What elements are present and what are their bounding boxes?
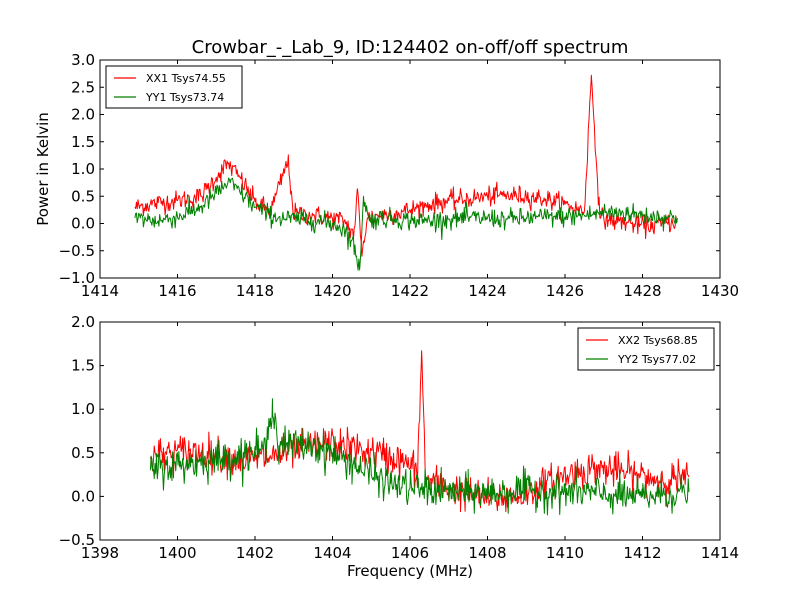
top-x-tick-label: 1422 [391,282,429,300]
bottom-y-tick-label: 0.0 [71,487,95,505]
bottom-x-tick-label: 1402 [236,544,274,562]
top-y-tick-label: 1.5 [71,133,95,151]
top-y-ticks: −1.0 −0.5 0.0 0.5 1.0 1.5 2.0 2.5 3.0 [59,51,720,287]
bottom-legend-label: XX2 Tsys68.85 [618,334,698,347]
top-x-tick-label: 1426 [546,282,584,300]
top-legend-label: XX1 Tsys74.55 [146,72,226,85]
bottom-y-tick-label: 1.5 [71,357,95,375]
top-x-tick-label: 1418 [236,282,274,300]
top-x-tick-label: 1414 [81,282,119,300]
top-legend-box [105,65,243,109]
top-y-tick-label: −0.5 [59,242,95,260]
bottom-x-tick-label: 1410 [546,544,584,562]
top-y-tick-label: 2.5 [71,78,95,96]
top-y-tick-label: 2.0 [71,106,95,124]
bottom-y-ticks: −0.5 0.0 0.5 1.0 1.5 2.0 [59,313,720,549]
bottom-panel: 1398 1400 1402 1404 1406 1408 1410 1412 1414 −0.… [59,313,740,562]
top-y-tick-label: 0.5 [71,187,95,205]
bottom-y-tick-label: 1.0 [71,400,95,418]
bottom-series-group [149,350,690,516]
bottom-x-tick-label: 1406 [391,544,429,562]
top-x-tick-label: 1430 [701,282,739,300]
bottom-x-tick-label: 1404 [313,544,351,562]
top-legend: XX1 Tsys74.55 YY1 Tsys73.74 [105,65,243,109]
bottom-legend-label: YY2 Tsys77.02 [617,353,696,366]
top-series-line-1 [134,177,678,271]
bottom-x-tick-label: 1400 [158,544,196,562]
top-x-ticks: 1414 1416 1418 1420 1422 1424 1426 1428 1430 [81,60,739,300]
top-legend-label: YY1 Tsys73.74 [145,91,224,104]
bottom-legend: XX2 Tsys68.85 YY2 Tsys77.02 [577,327,715,371]
top-x-tick-label: 1416 [158,282,196,300]
bottom-x-tick-label: 1412 [623,544,661,562]
bottom-legend-box [577,327,715,371]
top-x-tick-label: 1424 [468,282,506,300]
x-axis-label: Frequency (MHz) [347,562,473,580]
y-axis-label: Power in Kelvin [34,112,52,226]
top-series-group [134,74,678,271]
bottom-y-tick-label: −0.5 [59,531,95,549]
top-panel: 1414 1416 1418 1420 1422 1424 1426 1428 1430 −1.… [59,51,740,300]
top-x-tick-label: 1420 [313,282,351,300]
bottom-series-line-1 [149,398,690,516]
bottom-y-tick-label: 2.0 [71,313,95,331]
top-series-line-0 [134,74,678,257]
top-y-tick-label: 3.0 [71,51,95,69]
bottom-y-tick-label: 0.5 [71,444,95,462]
top-y-tick-label: 0.0 [71,215,95,233]
bottom-x-tick-label: 1414 [701,544,739,562]
bottom-x-ticks: 1398 1400 1402 1404 1406 1408 1410 1412 1414 [81,322,739,562]
top-y-tick-label: −1.0 [59,269,95,287]
top-y-tick-label: 1.0 [71,160,95,178]
top-x-tick-label: 1428 [623,282,661,300]
bottom-x-tick-label: 1408 [468,544,506,562]
bottom-x-tick-label: 1398 [81,544,119,562]
figure-title: Crowbar_-_Lab_9, ID:124402 on-off/off sp… [192,37,629,58]
